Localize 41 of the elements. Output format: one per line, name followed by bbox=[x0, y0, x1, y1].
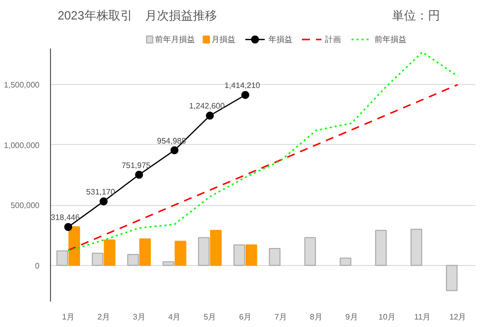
legend-label: 年損益 bbox=[268, 35, 292, 44]
legend-label: 計画 bbox=[324, 35, 341, 44]
x-tick-label: 11月 bbox=[414, 312, 431, 322]
x-tick-label: 1月 bbox=[62, 312, 74, 322]
x-tick-label: 7月 bbox=[274, 312, 287, 322]
data-label: 318,446 bbox=[50, 212, 80, 222]
x-tick-label: 3月 bbox=[132, 312, 146, 322]
x-tick-label: 4月 bbox=[168, 312, 181, 322]
x-tick-label: 8月 bbox=[310, 312, 322, 322]
x-tick-label: 10月 bbox=[378, 312, 396, 322]
data-label: 1,242,600 bbox=[189, 102, 226, 111]
x-tick-label: 2月 bbox=[97, 312, 110, 322]
point bbox=[100, 197, 108, 206]
point bbox=[170, 146, 178, 154]
data-label: 1,414,210 bbox=[224, 80, 261, 90]
bar bbox=[68, 226, 80, 266]
chart-subtitle: 月次損益推移 bbox=[145, 8, 218, 22]
point bbox=[206, 112, 214, 120]
y-tick-label: 1,000,000 bbox=[4, 140, 40, 150]
data-label: 531,170 bbox=[86, 187, 116, 196]
bar bbox=[246, 244, 258, 266]
legend-label: 前年月損益 bbox=[154, 35, 195, 44]
bar bbox=[104, 240, 116, 266]
x-tick-label: 6月 bbox=[239, 312, 252, 322]
y-tick-label: 500,000 bbox=[10, 201, 40, 210]
legend-label: 月損益 bbox=[212, 35, 236, 44]
point bbox=[241, 90, 250, 99]
bar bbox=[139, 238, 151, 266]
point bbox=[64, 223, 72, 231]
y-tick-label: 1,500,000 bbox=[4, 80, 40, 90]
point bbox=[135, 170, 144, 179]
bar bbox=[174, 240, 186, 266]
text: 単位：円 bbox=[392, 8, 440, 22]
data-label: 751,975 bbox=[122, 160, 152, 170]
x-tick-label: 5月 bbox=[204, 312, 216, 322]
x-tick-label: 12月 bbox=[449, 312, 466, 322]
x-tick-label: 9月 bbox=[345, 312, 358, 322]
y-tick-label: 0 bbox=[35, 261, 40, 270]
legend-label: 前年損益 bbox=[374, 35, 407, 44]
bar bbox=[210, 230, 222, 266]
chart-title: 2023年株取引 bbox=[58, 8, 132, 22]
